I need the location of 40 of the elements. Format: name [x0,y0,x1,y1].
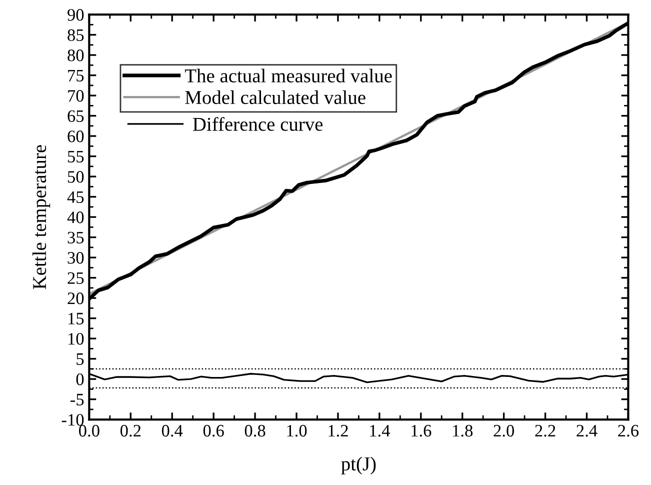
y-tick-label: 15 [68,312,84,324]
y-tick-label: 60 [68,130,84,142]
legend-label: The actual measured value [184,68,392,82]
x-tick-label: 1.2 [328,424,348,437]
y-tick-label: 90 [68,9,84,21]
y-tick-label: 45 [67,191,84,203]
y-tick-label: 10 [68,333,84,345]
y-tick-label: 80 [68,50,84,62]
x-tick-label: 1.6 [412,424,432,437]
y-tick-label: 0 [76,374,84,386]
x-tick-label: 2.2 [535,424,556,437]
y-tick-label: 35 [68,232,84,244]
x-tick-label: 0.8 [244,424,266,437]
x-tick-label: 0.4 [162,424,183,437]
x-tick-label: 1.4 [370,424,390,437]
y-tick-label: 50 [68,171,84,183]
y-tick-label: 70 [68,90,84,102]
legend-label: Model calculated value [185,90,366,104]
y-tick-label: 20 [68,292,84,304]
legend-label: Difference curve [192,117,323,131]
y-tick-label: -10 [62,414,84,426]
y-tick-label: 55 [68,150,84,162]
x-tick-label: 2.6 [618,424,639,437]
y-tick-label: 85 [68,29,84,41]
y-tick-label: 65 [68,110,84,122]
y-tick-label: 5 [76,353,84,365]
x-tick-label: 1.8 [453,424,473,437]
x-tick-label: 2.4 [576,424,598,437]
x-tick-label: 1.0 [287,424,307,437]
y-tick-label: 25 [68,272,84,284]
x-tick-label: 0.6 [203,424,224,437]
x-tick-label: 0.0 [79,424,100,437]
y-axis-title: Kettle temperature [32,145,50,290]
y-tick-label: 30 [68,252,84,264]
y-tick-label: 75 [68,70,84,82]
x-axis-title: pt(J) [341,456,376,474]
x-tick-label: 2.0 [494,424,514,437]
y-tick-label: 40 [67,212,84,224]
x-tick-label: 0.2 [120,424,141,437]
y-tick-label: -5 [70,394,84,406]
